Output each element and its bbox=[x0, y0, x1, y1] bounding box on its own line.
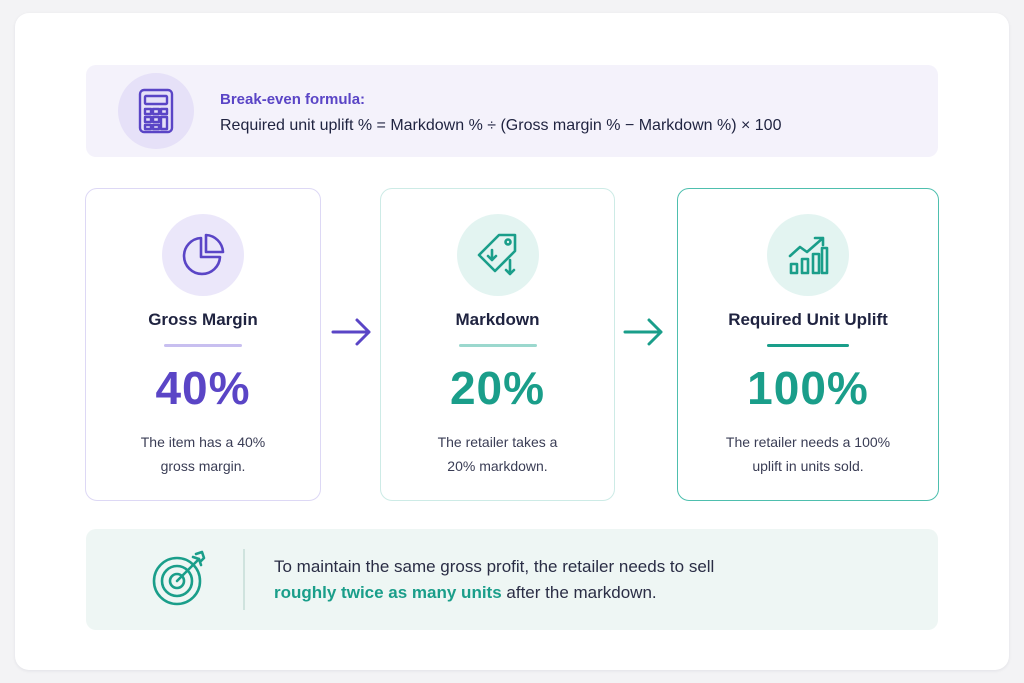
card-title: Required Unit Uplift bbox=[728, 310, 888, 329]
title-underline bbox=[164, 344, 242, 347]
card-value: 40% bbox=[155, 362, 251, 414]
required-unit-uplift-card: Required Unit Uplift 100% The retailer n… bbox=[677, 188, 939, 501]
growth-chart-icon bbox=[767, 214, 849, 296]
desc-line: The retailer takes a bbox=[437, 434, 558, 450]
card-title: Gross Margin bbox=[148, 310, 258, 329]
card-description: The retailer needs a 100% uplift in unit… bbox=[698, 430, 918, 478]
desc-line: uplift in units sold. bbox=[752, 458, 864, 474]
summary-banner: To maintain the same gross profit, the r… bbox=[86, 529, 938, 630]
title-underline bbox=[767, 344, 849, 347]
desc-line: gross margin. bbox=[160, 458, 246, 474]
card-description: The item has a 40% gross margin. bbox=[106, 430, 300, 478]
divider bbox=[243, 549, 245, 610]
summary-line2: roughly twice as many units after the ma… bbox=[274, 580, 714, 606]
card-value: 100% bbox=[747, 362, 869, 414]
formula-banner: Break-even formula: Required unit uplift… bbox=[86, 65, 938, 157]
pie-chart-icon bbox=[162, 214, 244, 296]
card-value: 20% bbox=[449, 362, 546, 414]
summary-line1: To maintain the same gross profit, the r… bbox=[274, 557, 715, 576]
calculator-icon bbox=[118, 73, 194, 149]
summary-message: To maintain the same gross profit, the r… bbox=[274, 554, 714, 606]
title-underline bbox=[458, 344, 537, 347]
arrow-right-icon bbox=[331, 318, 371, 346]
arrow-right-icon bbox=[623, 318, 663, 346]
desc-line: The item has a 40% bbox=[140, 434, 266, 450]
target-icon bbox=[152, 550, 206, 606]
summary-line2-rest: after the markdown. bbox=[501, 583, 657, 602]
desc-line: 20% markdown. bbox=[447, 458, 548, 474]
formula-text: Required unit uplift % = Markdown % ÷ (G… bbox=[220, 117, 782, 134]
gross-margin-card: Gross Margin 40% The item has a 40% gros… bbox=[85, 188, 321, 501]
card-title: Markdown bbox=[455, 310, 540, 329]
desc-line: The retailer needs a 100% bbox=[725, 434, 891, 450]
formula-title: Break-even formula: bbox=[220, 91, 366, 108]
price-tag-down-icon bbox=[456, 214, 539, 296]
card-description: The retailer takes a 20% markdown. bbox=[401, 430, 594, 478]
markdown-card: Markdown 20% The retailer takes a 20% ma… bbox=[380, 188, 615, 501]
summary-highlight: roughly twice as many units bbox=[274, 583, 502, 602]
